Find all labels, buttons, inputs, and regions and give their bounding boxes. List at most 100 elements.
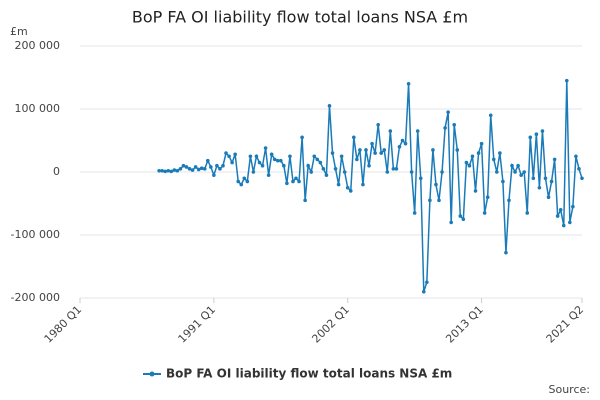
point xyxy=(421,289,426,294)
point xyxy=(412,211,417,215)
point xyxy=(385,170,390,174)
x-tick-label: 2002 Q1 xyxy=(309,303,352,346)
point xyxy=(391,167,396,171)
point xyxy=(272,157,277,162)
point xyxy=(455,148,460,152)
point xyxy=(568,220,572,225)
point xyxy=(561,223,566,228)
point xyxy=(458,214,463,218)
point xyxy=(321,167,326,171)
point xyxy=(345,185,350,190)
point xyxy=(440,170,444,174)
point xyxy=(324,173,329,177)
point xyxy=(540,129,545,133)
legend-marker xyxy=(149,371,155,377)
point xyxy=(467,163,472,168)
point xyxy=(373,151,377,155)
point xyxy=(333,167,338,171)
point xyxy=(215,163,219,168)
point xyxy=(495,170,499,174)
y-tick-label: 100 000 xyxy=(15,102,61,115)
point xyxy=(409,170,414,174)
point xyxy=(224,151,228,155)
point xyxy=(528,135,533,140)
point xyxy=(358,148,362,152)
point xyxy=(209,165,213,169)
point xyxy=(312,154,317,159)
point xyxy=(175,168,180,173)
point xyxy=(504,250,508,255)
point xyxy=(501,179,505,184)
point xyxy=(464,160,469,165)
point xyxy=(431,148,435,152)
point xyxy=(388,129,393,133)
point xyxy=(394,167,399,171)
point xyxy=(212,173,216,177)
point xyxy=(199,166,204,171)
point xyxy=(291,179,295,184)
point xyxy=(376,122,380,127)
point xyxy=(260,163,265,168)
point xyxy=(355,157,359,162)
point xyxy=(300,135,304,140)
point xyxy=(543,176,548,181)
point xyxy=(580,176,584,181)
point xyxy=(245,179,250,184)
point xyxy=(166,168,171,173)
point xyxy=(403,141,408,146)
point xyxy=(519,173,523,177)
point xyxy=(251,170,256,174)
point xyxy=(330,151,335,155)
point xyxy=(552,157,557,162)
point xyxy=(428,198,432,203)
point xyxy=(361,182,365,187)
point xyxy=(230,160,234,165)
point xyxy=(352,135,356,140)
point xyxy=(187,167,192,171)
point xyxy=(181,163,186,168)
point xyxy=(546,195,551,199)
point xyxy=(510,163,514,168)
point xyxy=(516,163,520,168)
point xyxy=(446,110,450,114)
point xyxy=(157,168,161,173)
point xyxy=(288,154,292,159)
x-tick-label: 1991 Q1 xyxy=(176,303,219,346)
point xyxy=(318,160,323,165)
point xyxy=(160,168,164,173)
point xyxy=(336,182,341,187)
chart-title: BoP FA OI liability flow total loans NSA… xyxy=(132,8,468,27)
point xyxy=(449,220,453,225)
point xyxy=(461,217,466,222)
point xyxy=(285,181,289,186)
point xyxy=(348,189,353,193)
point xyxy=(297,179,301,184)
point xyxy=(236,179,241,184)
point xyxy=(522,170,526,174)
point xyxy=(269,152,274,157)
point xyxy=(367,163,371,168)
point xyxy=(239,182,244,187)
point xyxy=(452,122,457,127)
point xyxy=(434,182,438,187)
y-tick-label: -100 000 xyxy=(11,228,60,241)
point xyxy=(415,129,420,133)
point xyxy=(163,169,167,174)
point xyxy=(242,176,247,181)
point xyxy=(218,167,222,171)
point xyxy=(275,158,280,163)
point xyxy=(379,151,384,155)
x-tick-label: 1980 Q1 xyxy=(42,303,85,346)
point xyxy=(397,145,402,149)
point xyxy=(470,154,475,159)
point xyxy=(400,138,405,143)
point xyxy=(282,163,286,168)
point xyxy=(564,78,569,83)
point xyxy=(382,148,387,152)
point xyxy=(571,204,575,209)
point xyxy=(327,104,332,108)
point xyxy=(491,157,496,162)
point xyxy=(263,146,268,150)
point xyxy=(513,170,517,174)
